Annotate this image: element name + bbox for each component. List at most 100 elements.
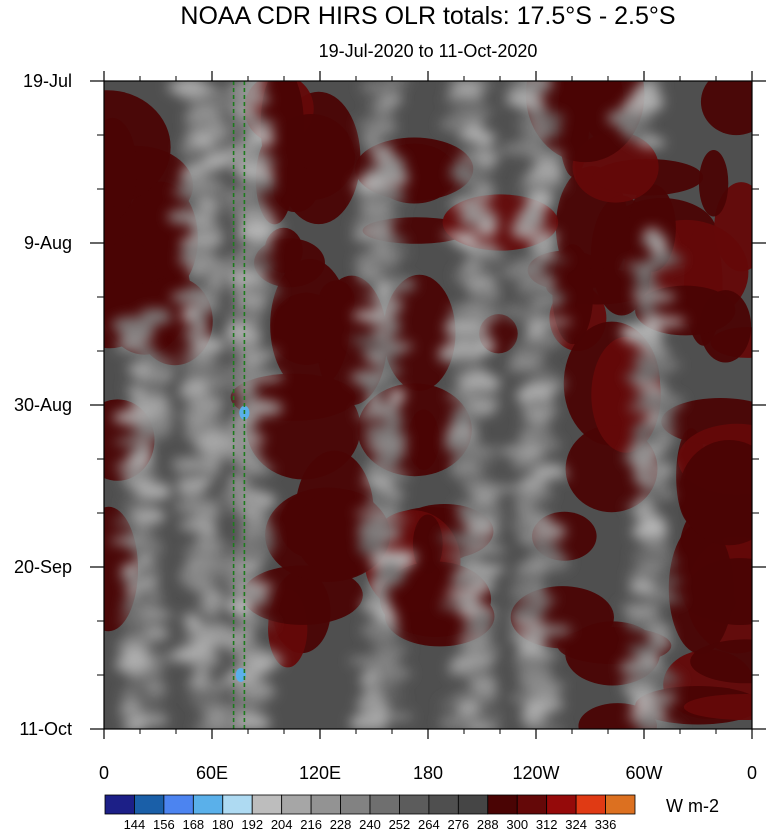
colorbar-swatch bbox=[487, 794, 518, 815]
low-olr-blob bbox=[623, 371, 664, 384]
high-olr-patch bbox=[698, 149, 729, 217]
y-tick-label: 30-Aug bbox=[14, 395, 72, 415]
low-olr-blob bbox=[533, 522, 567, 541]
low-olr-blob bbox=[190, 102, 230, 110]
convective-bands bbox=[109, 81, 686, 729]
colorbar-level-label: 276 bbox=[447, 817, 469, 830]
low-olr-blob bbox=[632, 426, 653, 439]
high-olr-patch bbox=[683, 693, 752, 720]
low-olr-blob bbox=[183, 424, 204, 441]
colorbar-level-label: 180 bbox=[212, 817, 234, 830]
colorbar-swatch bbox=[546, 794, 577, 815]
low-olr-blob bbox=[123, 381, 167, 392]
low-olr-blob bbox=[135, 491, 154, 504]
low-olr-blob bbox=[463, 297, 495, 310]
low-olr-blob bbox=[470, 582, 496, 592]
colorbar-level-label: 216 bbox=[300, 817, 322, 830]
low-olr-blob bbox=[651, 674, 682, 685]
colorbar-swatch bbox=[134, 794, 165, 815]
chart-subtitle: 19-Jul-2020 to 11-Oct-2020 bbox=[319, 41, 538, 61]
low-olr-blob bbox=[632, 379, 650, 388]
low-olr-blob bbox=[446, 336, 489, 344]
high-olr-patch bbox=[273, 165, 319, 213]
y-tick-label: 19-Jul bbox=[23, 71, 72, 91]
low-olr-blob bbox=[630, 354, 664, 363]
low-olr-blob bbox=[651, 462, 675, 478]
low-olr-blob bbox=[510, 614, 542, 622]
low-olr-blob bbox=[232, 714, 271, 729]
low-olr-blob bbox=[237, 355, 274, 363]
x-tick-label: 60E bbox=[196, 763, 228, 783]
low-olr-blob bbox=[233, 605, 253, 619]
low-olr-blob bbox=[122, 719, 147, 729]
low-olr-blob bbox=[236, 700, 270, 709]
low-olr-blob bbox=[370, 241, 393, 254]
low-olr-blob bbox=[518, 176, 564, 184]
low-olr-blob bbox=[447, 200, 492, 209]
low-olr-blob bbox=[647, 595, 685, 604]
plot-area bbox=[104, 81, 752, 729]
min-olr-spot bbox=[235, 668, 246, 682]
low-olr-blob bbox=[247, 240, 274, 256]
colorbar-level-label: 300 bbox=[506, 817, 528, 830]
low-olr-blob bbox=[234, 390, 256, 402]
low-olr-blob bbox=[376, 96, 403, 103]
high-olr-patch bbox=[318, 280, 355, 321]
low-olr-blob bbox=[194, 600, 236, 611]
low-olr-blob bbox=[467, 446, 498, 456]
colorbar-level-label: 144 bbox=[124, 817, 146, 830]
low-olr-blob bbox=[442, 94, 481, 105]
low-olr-blob bbox=[475, 152, 497, 170]
x-tick-label: 180 bbox=[413, 763, 443, 783]
colorbar-level-label: 312 bbox=[536, 817, 558, 830]
low-olr-blob bbox=[372, 484, 396, 492]
colorbar-swatch bbox=[399, 794, 430, 815]
low-olr-blob bbox=[531, 595, 557, 603]
x-tick-label: 60W bbox=[625, 763, 662, 783]
low-olr-blob bbox=[135, 549, 167, 557]
olr-field bbox=[104, 81, 752, 729]
chart-title: NOAA CDR HIRS OLR totals: 17.5°S - 2.5°S bbox=[180, 2, 675, 30]
colorbar-level-label: 336 bbox=[595, 817, 617, 830]
y-tick-label: 11-Oct bbox=[19, 719, 72, 739]
low-olr-blob bbox=[170, 457, 215, 470]
low-olr-blob bbox=[193, 721, 240, 729]
low-olr-blob bbox=[643, 316, 686, 327]
low-olr-blob bbox=[202, 706, 223, 715]
x-tick-label: 0 bbox=[747, 763, 757, 783]
low-olr-blob bbox=[235, 236, 253, 247]
low-olr-blob bbox=[464, 243, 498, 252]
low-olr-blob bbox=[454, 195, 480, 202]
low-olr-blob bbox=[461, 260, 482, 272]
low-olr-blob bbox=[228, 126, 246, 135]
low-olr-blob bbox=[517, 532, 536, 544]
low-olr-blob bbox=[526, 318, 573, 326]
high-olr-patch bbox=[412, 514, 443, 574]
low-olr-blob bbox=[114, 462, 145, 472]
low-olr-blob bbox=[246, 318, 262, 325]
low-olr-blob bbox=[178, 349, 216, 356]
low-olr-blob bbox=[358, 545, 385, 555]
low-olr-blob bbox=[181, 546, 225, 554]
low-olr-blob bbox=[455, 558, 485, 567]
colorbar-level-label: 168 bbox=[182, 817, 204, 830]
colorbar-level-label: 192 bbox=[241, 817, 263, 830]
colorbar-level-label: 264 bbox=[418, 817, 440, 830]
low-olr-blob bbox=[363, 136, 379, 150]
high-olr-patch bbox=[679, 440, 752, 546]
colorbar-level-label: 228 bbox=[330, 817, 352, 830]
low-olr-blob bbox=[457, 386, 490, 394]
low-olr-blob bbox=[527, 149, 565, 161]
low-olr-blob bbox=[384, 490, 405, 499]
high-olr-patch bbox=[690, 639, 752, 684]
low-olr-blob bbox=[127, 432, 171, 439]
low-olr-blob bbox=[186, 108, 221, 116]
low-olr-blob bbox=[466, 725, 500, 729]
x-tick-label: 0 bbox=[99, 763, 109, 783]
low-olr-blob bbox=[112, 518, 156, 526]
low-olr-blob bbox=[477, 221, 497, 237]
low-olr-blob bbox=[354, 509, 398, 517]
colorbar-units: W m-2 bbox=[666, 796, 719, 816]
low-olr-blob bbox=[143, 684, 168, 693]
low-olr-blob bbox=[498, 447, 546, 456]
